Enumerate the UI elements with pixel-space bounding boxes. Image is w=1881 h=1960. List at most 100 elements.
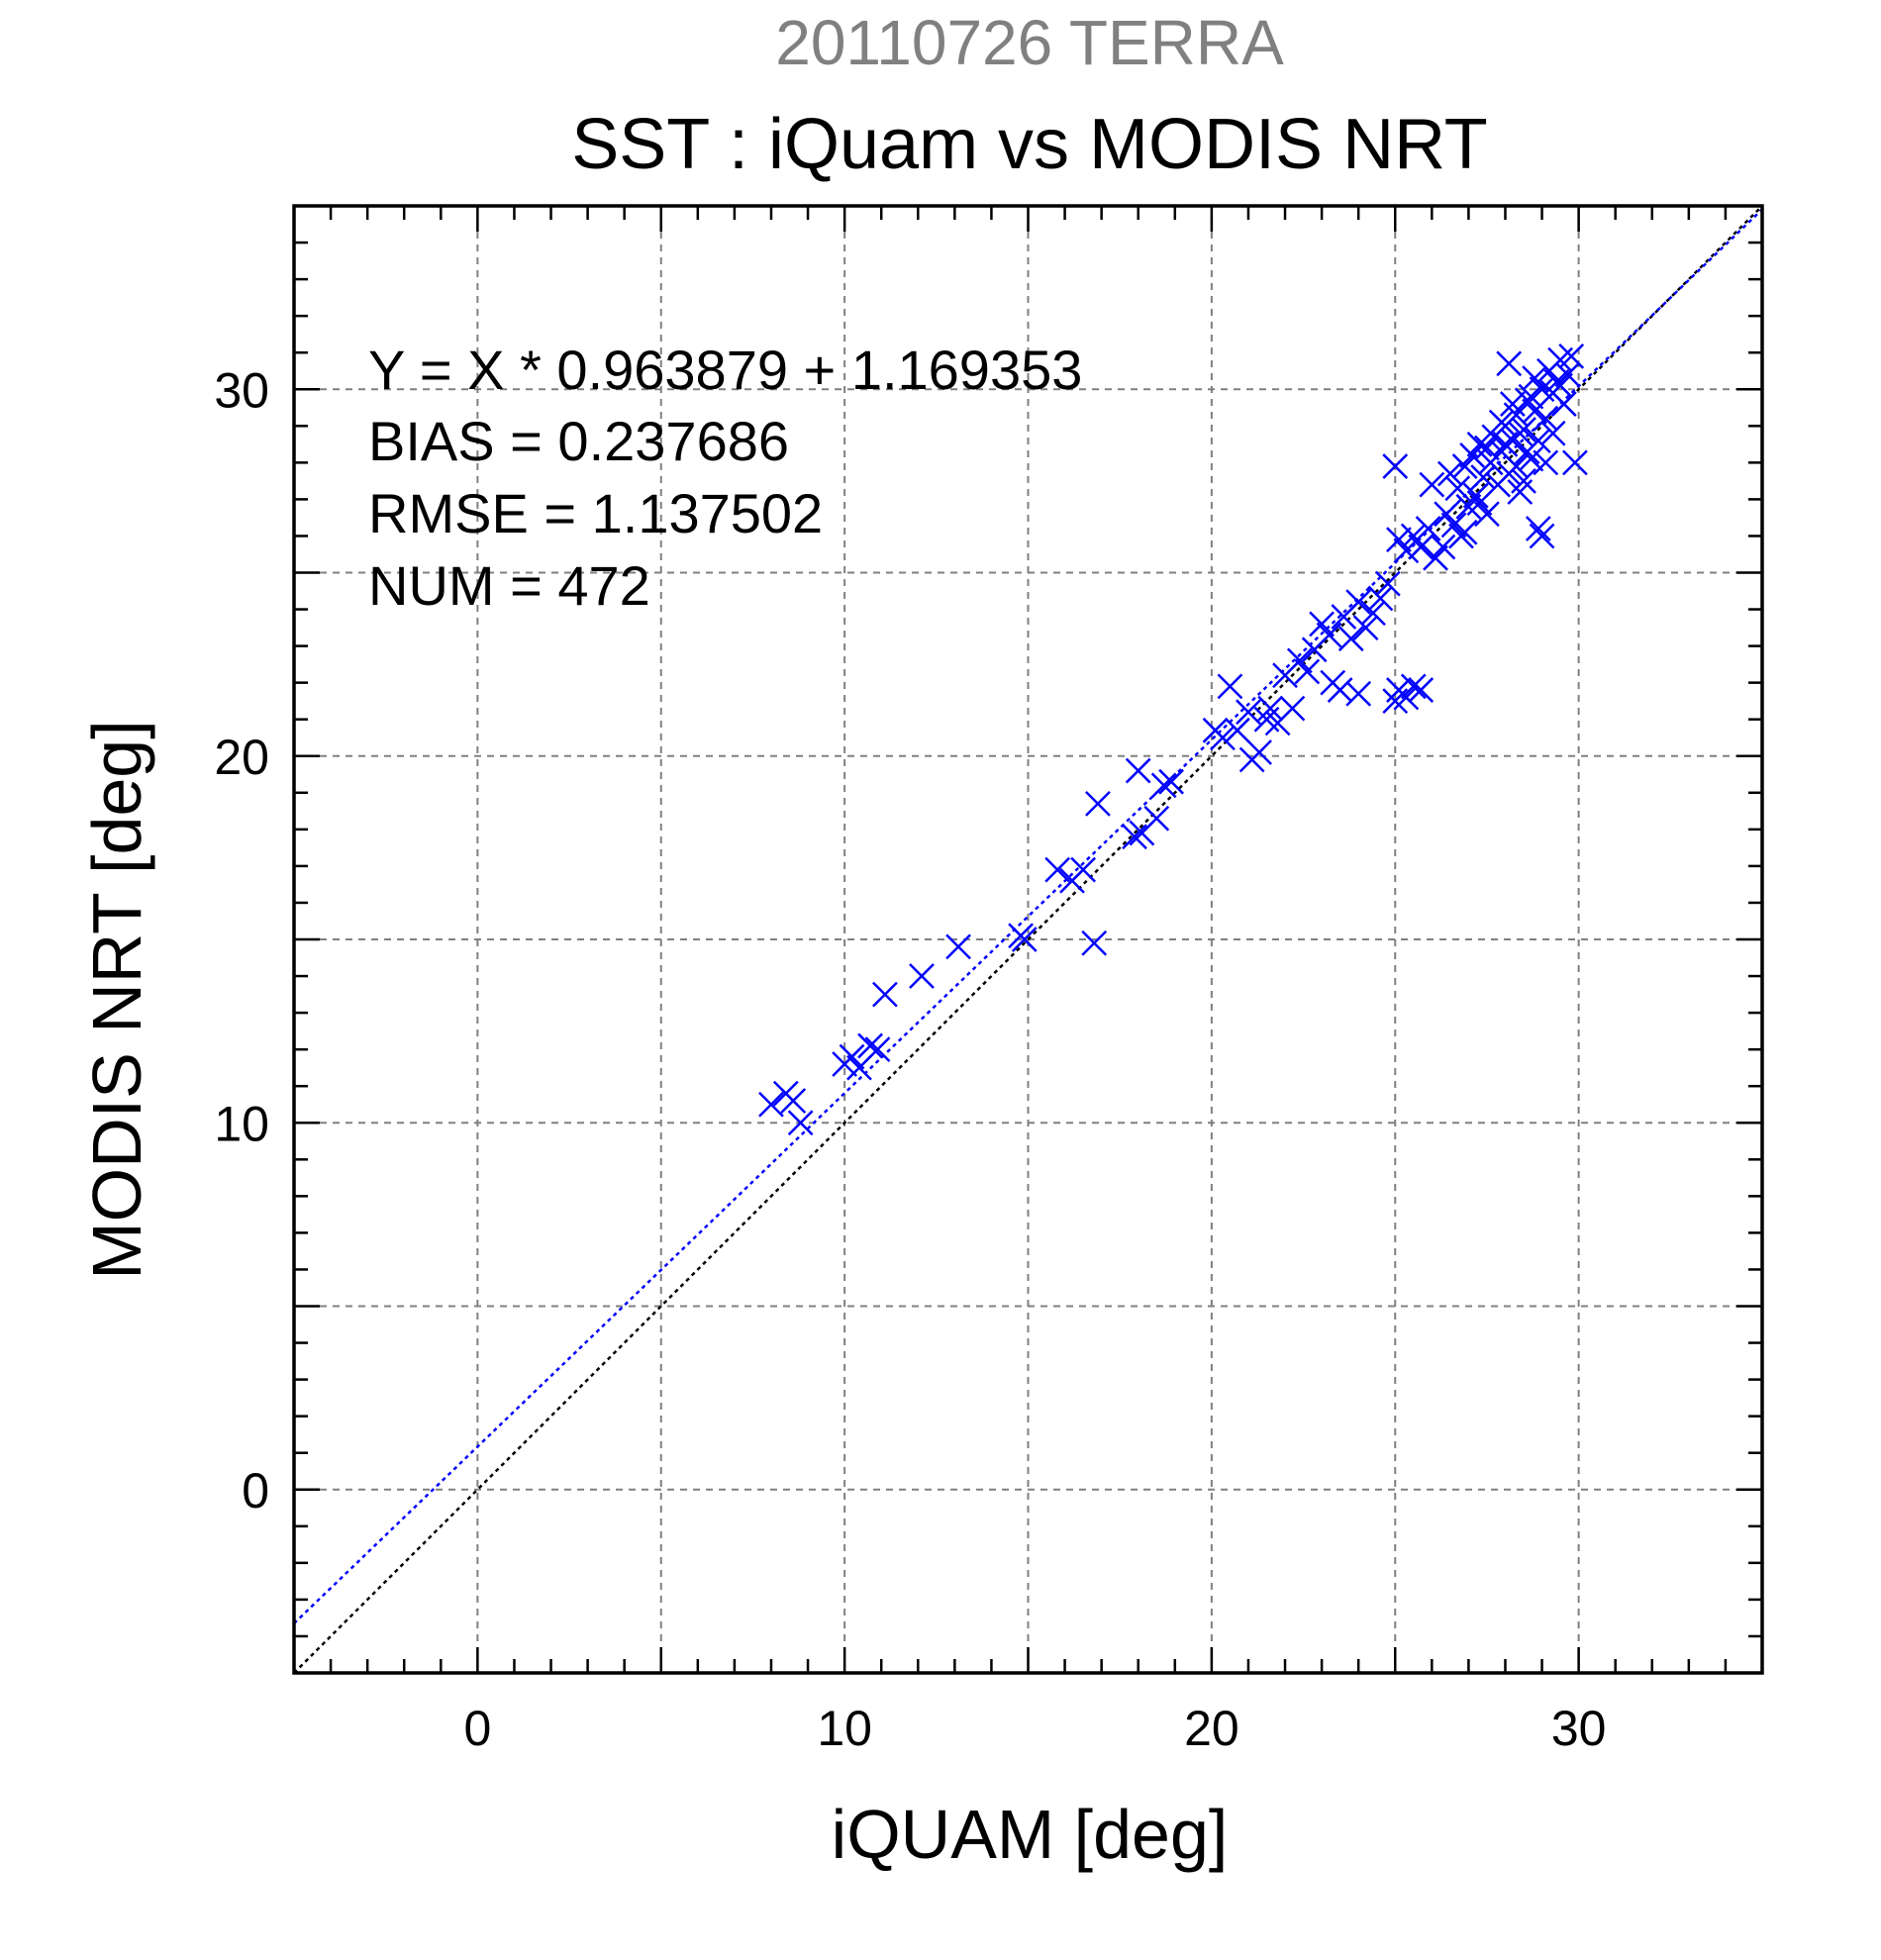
stats-equation: Y = X * 0.963879 + 1.169353 (368, 339, 1082, 401)
scatter-point (1444, 475, 1471, 502)
x-tick-label: 20 (1184, 1701, 1239, 1756)
scatter-point (1386, 527, 1412, 553)
scatter-point (1400, 523, 1427, 549)
scatter-point (1459, 442, 1485, 468)
scatter-point (1125, 757, 1151, 784)
chart-title: SST : iQuam vs MODIS NRT (571, 105, 1488, 184)
scatter-point (1044, 856, 1071, 883)
scatter-point (1367, 585, 1394, 612)
scatter-point (758, 1091, 784, 1118)
scatter-point (1474, 501, 1500, 528)
scatter-point (1374, 570, 1401, 597)
scatter-point (909, 963, 935, 989)
scatter-point (1470, 464, 1497, 491)
scatter-point (864, 1036, 891, 1063)
scatter-point (1533, 449, 1559, 476)
scatter-point (1327, 677, 1353, 703)
scatter-point (1382, 453, 1409, 479)
scatter-point (1547, 372, 1573, 399)
stats-rmse: RMSE = 1.137502 (368, 482, 823, 544)
scatter-point (1070, 856, 1096, 883)
y-axis-label: MODIS NRT [deg] (78, 720, 155, 1279)
scatter-point (1011, 927, 1038, 952)
scatter-point (1525, 516, 1551, 541)
scatter-point (1419, 471, 1445, 498)
x-tick-label: 0 (463, 1701, 491, 1756)
scatter-point (1217, 673, 1243, 700)
scatter-point (857, 1032, 883, 1059)
scatter-point (1210, 725, 1236, 751)
scatter-point (1352, 615, 1379, 640)
scatter-point (1462, 482, 1489, 509)
scatter-point (945, 933, 971, 960)
scatter-point (1518, 445, 1544, 472)
scatter-point (1360, 600, 1386, 627)
scatter-point (872, 981, 898, 1008)
scatter-point (1393, 684, 1420, 711)
scatter-point (1415, 516, 1441, 541)
identity-line (293, 205, 1763, 1674)
scatter-point (1279, 695, 1306, 722)
scatter-point (1085, 791, 1111, 817)
scatter-point (1496, 350, 1523, 377)
y-tick-label: 10 (214, 1096, 269, 1151)
scatter-point (1514, 439, 1540, 465)
scatter-point (1236, 699, 1261, 726)
x-axis-label: iQUAM [deg] (832, 1796, 1229, 1873)
scatter-point (1423, 544, 1448, 571)
scatter-point (1345, 589, 1372, 616)
scatter-point (1408, 677, 1435, 703)
scatter-point (1408, 534, 1435, 560)
scatter-point (1466, 490, 1493, 516)
scatter-point (1503, 453, 1530, 479)
scatter-point (1345, 680, 1372, 707)
scatter-point (1474, 435, 1500, 461)
scatter-point (787, 1110, 814, 1136)
scatter-point (1440, 512, 1467, 539)
scatter-point (1488, 409, 1515, 436)
stats-num: NUM = 472 (368, 554, 650, 617)
scatter-point (1286, 647, 1313, 674)
scatter-point (1511, 467, 1536, 494)
scatter-point (1539, 420, 1566, 446)
scatter-points (758, 343, 1588, 1136)
scatter-point (1081, 930, 1108, 956)
stats-bias: BIAS = 0.237686 (368, 410, 789, 472)
scatter-point (1224, 717, 1250, 743)
scatter-point (1150, 772, 1177, 799)
scatter-point (1492, 431, 1519, 457)
y-tick-label: 0 (242, 1463, 269, 1519)
scatter-point (1533, 406, 1559, 432)
scatter-point (1309, 611, 1335, 637)
scatter-point (1430, 534, 1456, 560)
scatter-point (1393, 538, 1420, 564)
scatter-point (1436, 460, 1463, 487)
scatter-point (1562, 449, 1588, 476)
chart-date-satellite: 20110726 TERRA (775, 7, 1284, 78)
scatter-point (1294, 658, 1321, 685)
scatter-point (1529, 523, 1555, 549)
scatter-point (1518, 383, 1544, 410)
x-tick-labels: 0 10 20 30 (463, 1701, 1606, 1756)
scatter-point (1257, 695, 1284, 722)
scatter-point (1246, 739, 1272, 765)
scatter-point (1451, 453, 1478, 479)
plot-frame (292, 204, 1764, 1675)
scatter-point (1466, 431, 1493, 457)
scatter-point (780, 1088, 807, 1114)
scatter-point (839, 1043, 865, 1070)
scatter-point (1558, 343, 1585, 369)
scatter-point (1451, 519, 1478, 545)
scatter-point (1143, 805, 1170, 832)
scatter-point (1507, 420, 1534, 446)
scatter-point (1122, 824, 1147, 850)
minor-ticks (294, 206, 1762, 1673)
y-tick-label: 20 (214, 730, 269, 785)
scatter-point (1316, 622, 1342, 648)
scatter-point (1337, 626, 1364, 652)
scatter-point (1500, 391, 1526, 417)
scatter-point (1400, 673, 1427, 700)
y-tick-labels: 0 10 20 30 (214, 362, 269, 1519)
y-tick-label: 30 (214, 362, 269, 418)
